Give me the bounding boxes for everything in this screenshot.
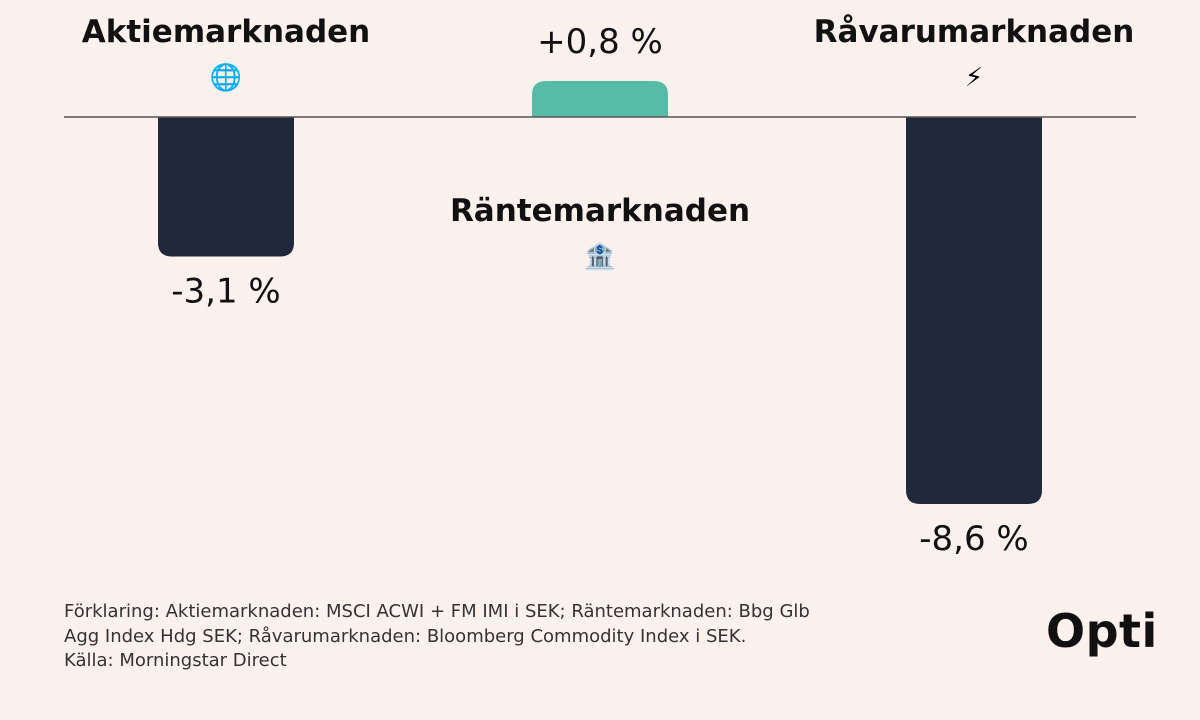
footnote-line-1: Förklaring: Aktiemarknaden: MSCI ACWI + … — [64, 601, 810, 622]
footnote-line-3: Källa: Morningstar Direct — [64, 650, 287, 671]
opti-logo: Opti — [1046, 604, 1158, 658]
category-label: Räntemarknaden — [450, 193, 750, 229]
category-icon: 🌐 — [210, 62, 242, 93]
category-label: Råvarumarknaden — [814, 14, 1135, 50]
value-label: -8,6 % — [919, 519, 1028, 559]
bar-aktiemarknaden — [158, 117, 294, 257]
footnote: Förklaring: Aktiemarknaden: MSCI ACWI + … — [64, 600, 924, 674]
bar-r-varumarknaden — [906, 117, 1042, 504]
category-label: Aktiemarknaden — [82, 14, 370, 50]
category-icon: ⚡ — [965, 63, 983, 93]
value-label: -3,1 % — [171, 272, 280, 312]
bar-r-ntemarknaden — [532, 81, 668, 117]
category-icon: 🏦 — [584, 241, 616, 272]
value-label: +0,8 % — [537, 22, 663, 62]
footnote-line-2: Agg Index Hdg SEK; Råvarumarknaden: Bloo… — [64, 625, 747, 647]
